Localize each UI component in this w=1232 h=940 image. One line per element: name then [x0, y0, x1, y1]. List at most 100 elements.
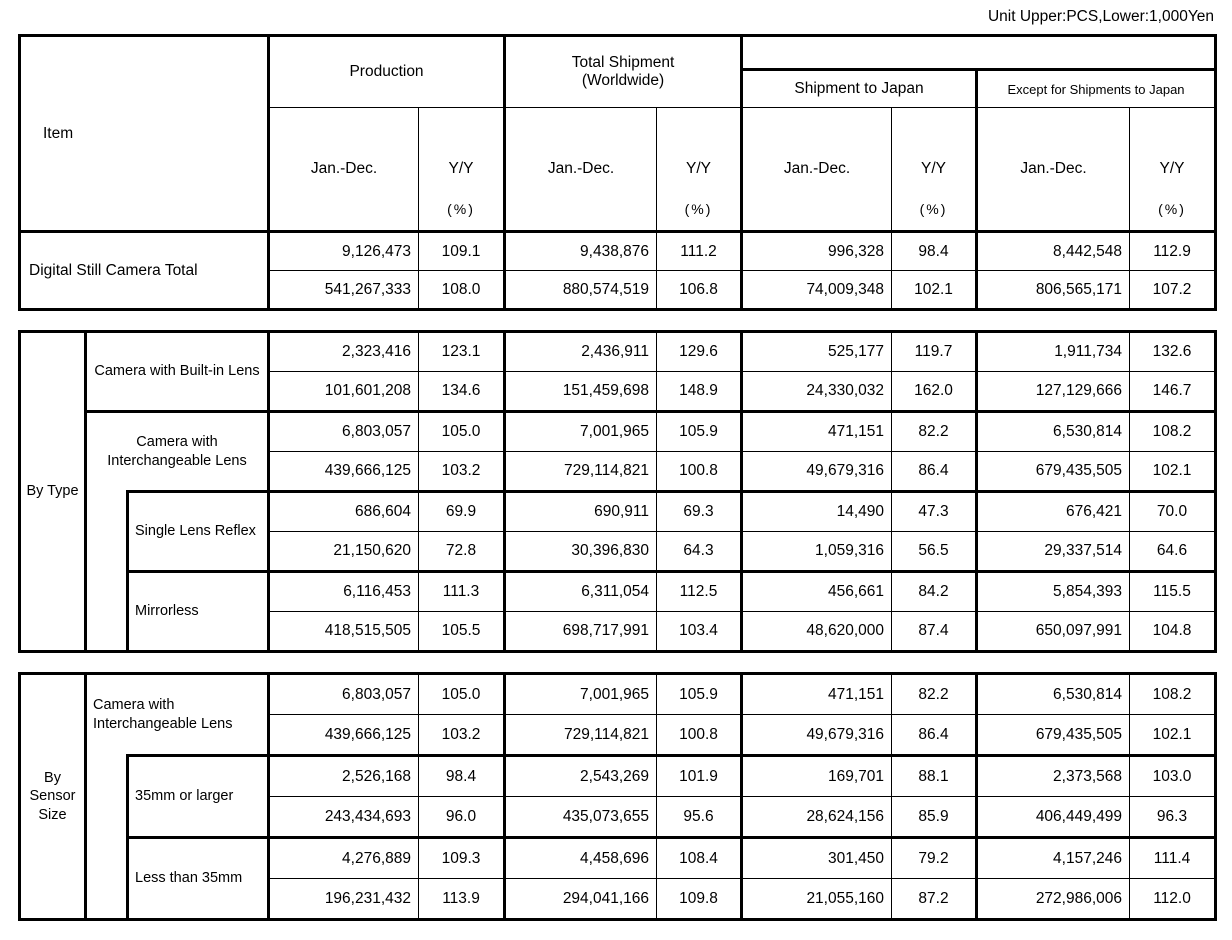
value-cell: 525,177: [740, 331, 892, 372]
value-cell: 129.6: [656, 331, 742, 372]
value-cell: 85.9: [891, 796, 978, 838]
value-cell: 103.4: [656, 611, 742, 652]
value-cell: 96.3: [1129, 796, 1217, 838]
value-cell: 14,490: [740, 490, 892, 532]
value-cell: 243,434,693: [267, 796, 420, 838]
value-cell: 148.9: [656, 371, 742, 412]
value-cell: 30,396,830: [503, 531, 657, 572]
value-cell: 113.9: [418, 878, 506, 920]
value-cell: 6,530,814: [975, 673, 1131, 715]
yy-unit-label: (%): [447, 201, 475, 217]
yy-label: Y/Y: [686, 160, 711, 177]
value-cell: 132.6: [1129, 331, 1216, 372]
value-cell: 471,151: [740, 410, 892, 452]
value-cell: 2,543,269: [503, 754, 658, 797]
value-cell: 48,620,000: [740, 611, 892, 652]
value-cell: 49,679,316: [740, 451, 892, 492]
value-cell: 28,624,156: [740, 796, 893, 838]
yy-unit-label: (%): [1158, 201, 1186, 217]
value-cell: 105.0: [418, 410, 505, 452]
value-cell: 74,009,348: [740, 270, 893, 310]
value-cell: 21,150,620: [267, 531, 419, 572]
row-label-built-in-lens: Camera with Built-in Lens: [85, 331, 269, 412]
value-cell: 676,421: [975, 490, 1130, 532]
value-cell: 2,373,568: [975, 754, 1131, 797]
yy-header: Y/Y (%): [891, 107, 978, 232]
value-cell: 686,604: [267, 490, 419, 532]
row-label-35mm-or-larger: 35mm or larger: [125, 754, 270, 838]
value-cell: 69.9: [418, 490, 505, 532]
value-cell: 439,666,125: [267, 451, 419, 492]
value-cell: 102.1: [891, 270, 978, 310]
value-cell: 439,666,125: [267, 714, 420, 756]
value-cell: 127,129,666: [975, 371, 1130, 412]
value-cell: 119.7: [891, 331, 977, 372]
value-cell: 729,114,821: [503, 451, 657, 492]
yy-label: Y/Y: [1159, 160, 1185, 177]
value-cell: 729,114,821: [503, 714, 658, 756]
value-cell: 272,986,006: [975, 878, 1131, 920]
value-cell: 123.1: [418, 331, 505, 372]
value-cell: 2,323,416: [267, 331, 419, 372]
value-cell: 418,515,505: [267, 611, 419, 652]
value-cell: 456,661: [740, 570, 892, 612]
value-cell: 56.5: [891, 531, 977, 572]
value-cell: 105.5: [418, 611, 505, 652]
by-type-table: By Type Camera with Built-in Lens 2,323,…: [18, 330, 1217, 653]
value-cell: 806,565,171: [975, 270, 1131, 310]
value-cell: 301,450: [740, 836, 893, 879]
value-cell: 2,526,168: [267, 754, 420, 797]
value-cell: 435,073,655: [503, 796, 658, 838]
value-cell: 196,231,432: [267, 878, 420, 920]
value-cell: 111.4: [1129, 836, 1217, 879]
item-header: Item: [19, 35, 270, 232]
row-label-dsc-total: Digital Still Camera Total: [19, 230, 269, 310]
by-type-label: By Type: [19, 331, 87, 652]
value-cell: 880,574,519: [503, 270, 658, 310]
value-cell: 109.1: [417, 230, 506, 271]
value-cell: 698,717,991: [503, 611, 657, 652]
value-cell: 29,337,514: [975, 531, 1130, 572]
value-cell: 9,126,473: [267, 230, 419, 271]
value-cell: 108.2: [1129, 673, 1217, 715]
value-cell: 21,055,160: [740, 878, 893, 920]
value-cell: 111.3: [418, 570, 505, 612]
value-cell: 109.8: [656, 878, 743, 920]
value-cell: 162.0: [891, 371, 977, 412]
value-cell: 106.8: [656, 270, 743, 310]
value-cell: 102.1: [1129, 714, 1217, 756]
value-cell: 115.5: [1129, 570, 1216, 612]
value-cell: 108.2: [1129, 410, 1216, 452]
value-cell: 103.2: [418, 451, 505, 492]
value-cell: 650,097,991: [975, 611, 1130, 652]
value-cell: 102.1: [1129, 451, 1216, 492]
value-cell: 82.2: [891, 410, 977, 452]
row-label-interchangeable-lens-sensor: Camera with Interchangeable Lens: [84, 673, 270, 756]
value-cell: 679,435,505: [975, 714, 1131, 756]
value-cell: 169,701: [740, 754, 893, 797]
value-cell: 64.3: [656, 531, 742, 572]
value-cell: 69.3: [656, 490, 742, 532]
value-cell: 112.5: [656, 570, 742, 612]
total-shipment-header: Total Shipment (Worldwide): [504, 35, 744, 108]
value-cell: 9,438,876: [503, 230, 658, 271]
value-cell: 104.8: [1129, 611, 1216, 652]
indent-spacer: [85, 755, 128, 920]
value-cell: 64.6: [1129, 531, 1216, 572]
value-cell: 107.2: [1129, 270, 1217, 310]
value-cell: 87.4: [891, 611, 977, 652]
value-cell: 7,001,965: [503, 410, 657, 452]
value-cell: 6,311,054: [503, 570, 657, 612]
value-cell: 98.4: [891, 230, 978, 271]
indent-spacer: [85, 491, 128, 652]
value-cell: 24,330,032: [740, 371, 892, 412]
value-cell: 6,530,814: [975, 410, 1130, 452]
yy-unit-label: (%): [919, 201, 948, 217]
value-cell: 100.8: [656, 714, 743, 756]
value-cell: 8,442,548: [975, 230, 1131, 271]
value-cell: 109.3: [418, 836, 506, 879]
table-gap: [18, 653, 1214, 672]
value-cell: 72.8: [418, 531, 505, 572]
value-cell: 4,276,889: [267, 836, 420, 879]
yy-unit-label: (%): [684, 201, 713, 217]
